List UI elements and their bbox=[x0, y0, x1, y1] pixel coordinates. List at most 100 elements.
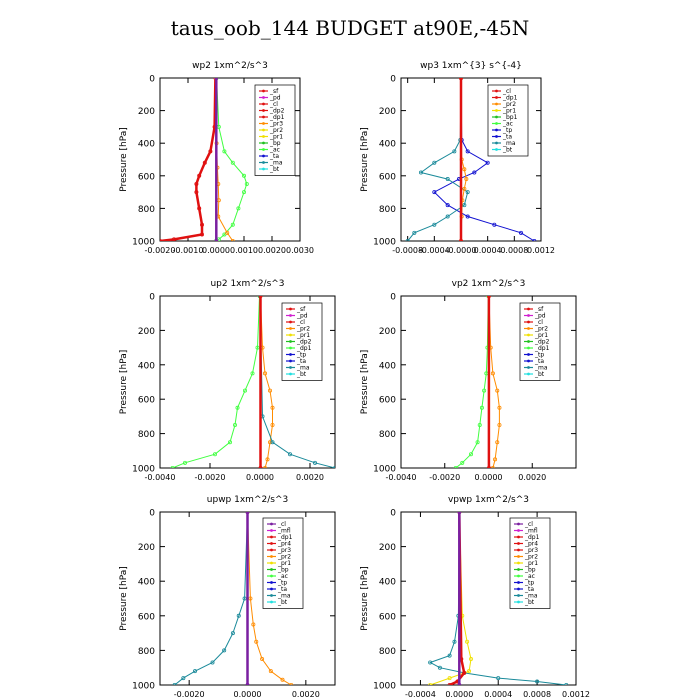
legend-marker bbox=[527, 359, 530, 363]
legend-entry: _pr3 bbox=[277, 547, 291, 554]
legend-marker bbox=[517, 574, 520, 578]
x-tick-label: -0.0020 bbox=[145, 246, 176, 255]
legend-marker bbox=[495, 89, 498, 93]
legend-entry: _dp1 bbox=[277, 534, 293, 541]
y-tick-label: 1000 bbox=[373, 682, 396, 692]
x-tick-label: 0.0008 bbox=[500, 246, 528, 255]
y-tick-label: 600 bbox=[138, 396, 155, 406]
panel-title: wp2 1xm^2/s^3 bbox=[192, 61, 268, 71]
series-point bbox=[432, 160, 437, 165]
legend-marker bbox=[262, 141, 265, 145]
series-point bbox=[225, 230, 230, 235]
series-point bbox=[214, 239, 219, 241]
legend-entry: _sf bbox=[534, 306, 544, 313]
legend-marker bbox=[527, 353, 530, 356]
y-tick-label: 0 bbox=[149, 509, 155, 519]
legend-marker bbox=[495, 122, 498, 125]
legend-entry: _sf bbox=[296, 306, 306, 313]
series-point bbox=[170, 466, 175, 468]
series-point bbox=[208, 149, 213, 154]
series-point bbox=[254, 639, 259, 644]
legend-marker bbox=[517, 594, 520, 597]
legend-entry: _pr1 bbox=[296, 332, 310, 339]
legend-entry: _tp bbox=[524, 580, 534, 587]
series-point bbox=[267, 440, 272, 445]
series-point bbox=[222, 648, 227, 653]
legend-marker bbox=[262, 161, 265, 164]
series-point bbox=[227, 440, 232, 445]
legend-entry: _dp2 bbox=[296, 339, 312, 346]
series-point bbox=[232, 422, 237, 427]
series-line-1 bbox=[428, 512, 567, 685]
y-tick-label: 600 bbox=[379, 612, 396, 622]
legend-marker bbox=[289, 359, 292, 363]
legend-marker bbox=[517, 587, 520, 591]
series-point bbox=[490, 371, 495, 376]
x-tick-label: 0.0008 bbox=[523, 690, 551, 699]
x-tick-label: -0.0000 bbox=[446, 246, 477, 255]
legend-entry: _pr2 bbox=[524, 554, 538, 561]
legend-entry: _dp2 bbox=[534, 339, 550, 346]
series-group bbox=[453, 296, 502, 468]
legend-marker bbox=[517, 568, 520, 571]
series-point bbox=[475, 440, 480, 445]
legend-marker bbox=[527, 327, 530, 330]
series-point bbox=[222, 149, 227, 154]
panel-title: wp3 1xm^{3} s^{-4} bbox=[420, 61, 522, 71]
series-point bbox=[477, 422, 482, 427]
legend: _cl_mfl_dp1_pr4_pr3_pr2_pr1_bp_ac_tp_ta_… bbox=[509, 517, 551, 609]
series-point bbox=[181, 676, 186, 681]
series-point bbox=[172, 237, 176, 241]
panel-5: upwp 1xm^2/s^3 Pressure [hPa] 0 200 400 600 80… bbox=[119, 495, 336, 699]
legend-marker bbox=[262, 128, 265, 132]
x-tick-label: -0.0040 bbox=[386, 473, 417, 482]
x-tick-label: 0.0010 bbox=[230, 246, 258, 255]
legend-marker bbox=[262, 115, 265, 119]
series-point bbox=[445, 214, 450, 219]
series-line-2 bbox=[160, 78, 217, 241]
series-point bbox=[287, 452, 292, 457]
x-tick-label: 0.0012 bbox=[562, 690, 590, 699]
legend-marker bbox=[495, 102, 498, 106]
legend-box bbox=[487, 84, 529, 157]
legend-marker bbox=[527, 372, 530, 376]
series-point bbox=[465, 190, 470, 195]
legend-marker bbox=[495, 135, 498, 138]
legend-marker bbox=[527, 307, 530, 311]
series-point bbox=[241, 173, 246, 178]
y-tick-label: 200 bbox=[138, 543, 155, 553]
legend-entry: _tp bbox=[502, 127, 512, 134]
series-point bbox=[199, 232, 204, 237]
y-tick-label: 400 bbox=[138, 578, 155, 588]
legend-marker bbox=[289, 333, 292, 337]
legend-entry: _cl bbox=[534, 319, 543, 326]
y-axis-label: Pressure [hPa] bbox=[119, 566, 129, 631]
x-tick-label: -0.0010 bbox=[173, 246, 204, 255]
series-line-1 bbox=[174, 512, 248, 685]
legend-marker bbox=[517, 561, 520, 565]
legend-entry: _bt bbox=[534, 371, 545, 378]
x-tick-label: -0.0040 bbox=[145, 473, 176, 482]
series-point bbox=[197, 206, 202, 211]
legend-marker bbox=[517, 542, 520, 545]
legend-entry: _dp1 bbox=[524, 534, 540, 541]
legend-entry: _bt bbox=[296, 371, 307, 378]
legend-entry: _ta bbox=[524, 586, 534, 593]
y-tick-label: 400 bbox=[379, 140, 396, 150]
series-group bbox=[170, 296, 335, 468]
x-tick-label: 0.0000 bbox=[246, 473, 274, 482]
x-tick-label: 0.0004 bbox=[474, 246, 502, 255]
series-point bbox=[182, 460, 187, 465]
series-point bbox=[270, 422, 275, 427]
legend: _sf_pd_cl_dp2_dp1_pr3_pr2_pr1_bp_ac_ta_m… bbox=[254, 84, 296, 176]
panel-title: up2 1xm^2/s^3 bbox=[210, 279, 284, 289]
legend-marker bbox=[270, 548, 273, 552]
series-point bbox=[445, 177, 450, 182]
series-line-2 bbox=[247, 512, 292, 685]
legend-entry: _pd bbox=[534, 313, 546, 320]
legend-entry: _bp1 bbox=[502, 114, 518, 121]
legend-marker bbox=[289, 346, 292, 350]
legend-marker bbox=[517, 522, 520, 526]
series-point bbox=[485, 160, 490, 165]
panel-2: wp3 1xm^{3} s^{-4} Pressure [hPa] 0 200 400 6… bbox=[360, 61, 555, 255]
